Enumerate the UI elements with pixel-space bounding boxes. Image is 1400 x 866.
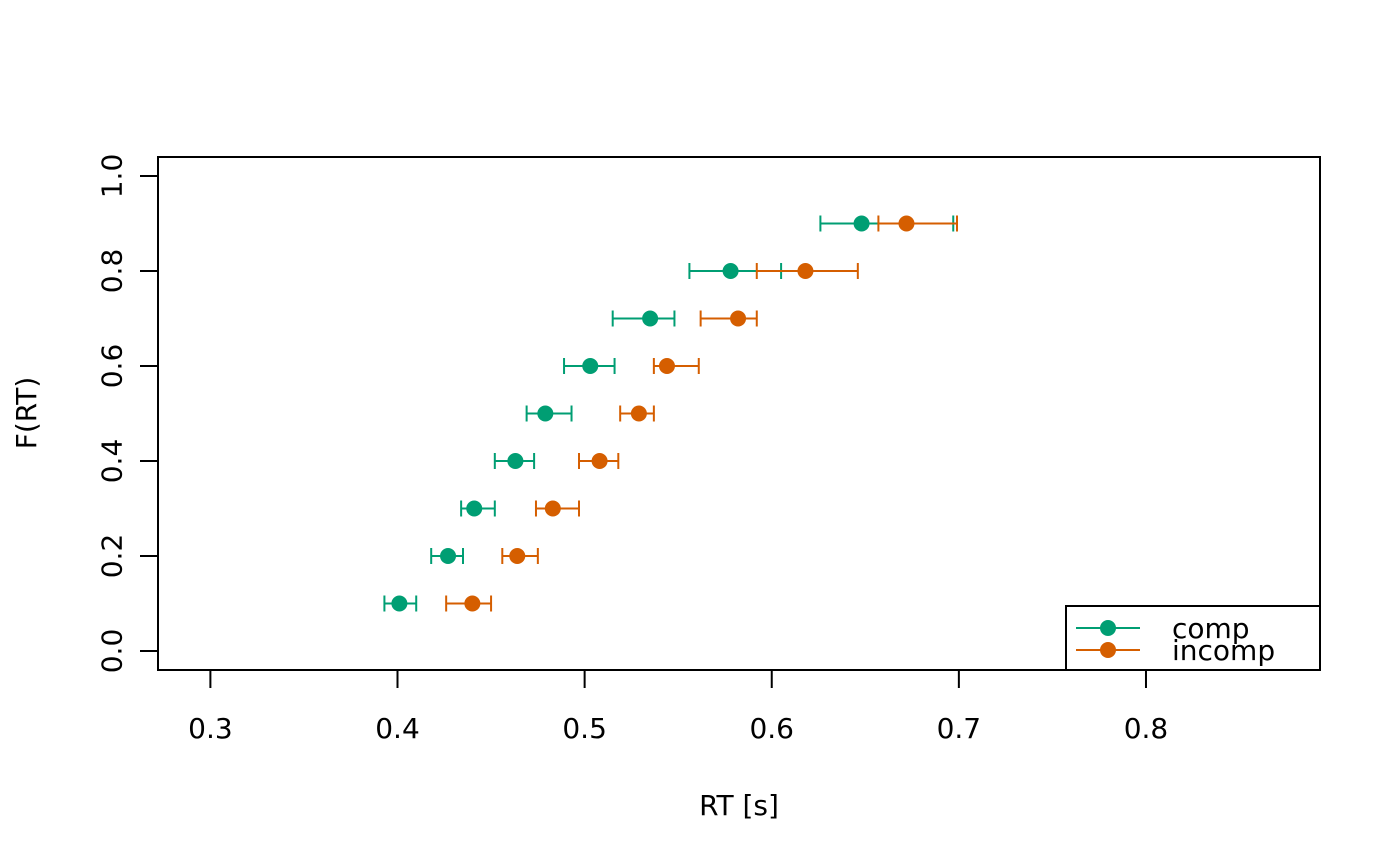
x-tick-label: 0.6 xyxy=(749,712,794,745)
y-axis-title: F(RT) xyxy=(10,377,43,449)
data-point xyxy=(537,405,554,422)
data-point xyxy=(582,358,599,374)
legend-marker xyxy=(1100,620,1116,636)
series-comp xyxy=(383,215,955,612)
data-point xyxy=(391,595,408,612)
y-tick-label: 0.4 xyxy=(96,439,129,484)
x-tick-label: 0.5 xyxy=(562,712,607,745)
x-axis-title: RT [s] xyxy=(699,789,779,822)
data-point xyxy=(853,215,870,232)
data-point xyxy=(466,500,483,517)
data-point xyxy=(509,548,526,564)
legend-marker xyxy=(1100,642,1116,658)
data-point xyxy=(507,453,524,469)
plot-series xyxy=(383,215,958,612)
plot-frame xyxy=(157,156,1321,671)
x-tick-label: 0.4 xyxy=(375,712,420,745)
data-point xyxy=(722,263,739,279)
series-incomp xyxy=(445,215,958,612)
data-point xyxy=(630,405,647,422)
data-point xyxy=(440,548,457,564)
data-point xyxy=(464,595,481,612)
y-tick-label: 0.0 xyxy=(96,629,129,674)
legend-box xyxy=(1065,605,1321,671)
y-tick-label: 1.0 xyxy=(96,154,129,199)
data-point xyxy=(730,310,747,327)
data-point xyxy=(642,310,659,327)
data-point xyxy=(591,453,608,469)
data-point xyxy=(544,500,561,517)
data-point xyxy=(898,215,915,232)
x-axis: 0.3 0.4 0.5 0.6 0.7 0.8 xyxy=(188,669,1169,745)
y-tick-label: 0.6 xyxy=(96,344,129,389)
x-tick-label: 0.7 xyxy=(937,712,982,745)
y-tick-label: 0.8 xyxy=(96,249,129,294)
x-tick-label: 0.8 xyxy=(1124,712,1169,745)
legend-label: comp xyxy=(1172,612,1250,645)
data-point xyxy=(658,358,675,374)
legend-label: incomp xyxy=(1172,634,1275,667)
data-point xyxy=(797,263,814,279)
y-tick-label: 0.2 xyxy=(96,534,129,579)
x-tick-label: 0.3 xyxy=(188,712,233,745)
